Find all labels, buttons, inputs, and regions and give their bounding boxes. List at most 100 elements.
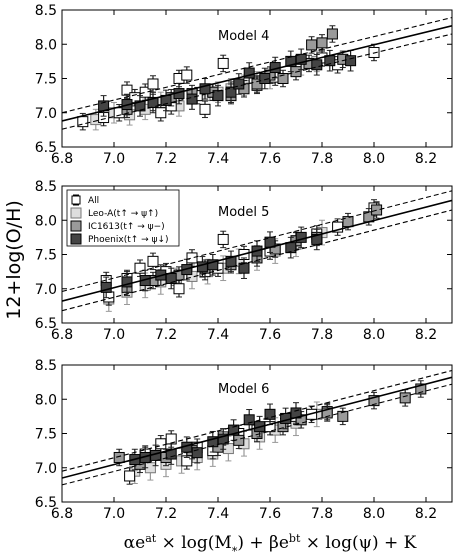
data-point — [264, 408, 276, 420]
y-tick-label: 8.5 — [35, 3, 57, 19]
y-axis-label: 12+log(O/H) — [3, 200, 25, 320]
legend-label: Leo-A(t↑ → ψ↑) — [88, 209, 158, 219]
data-point — [186, 252, 198, 264]
fit-upper-bound — [62, 190, 452, 293]
data-point — [228, 424, 240, 436]
panel-1: 6.8 7.0 7.2 7.4 7.6 7.8 8.0 8.2 6.5 7.0 7.5 8.0 8.5 M… — [35, 3, 453, 167]
y-tick-label: 8.5 — [35, 179, 57, 195]
data-point — [147, 255, 159, 267]
data-point — [233, 78, 245, 90]
x-tick-label: 8.2 — [415, 151, 437, 167]
data-point — [217, 57, 229, 69]
x-tick-label: 7.6 — [259, 506, 281, 522]
data-point — [173, 283, 185, 295]
x-tick-label: 6.8 — [51, 506, 73, 522]
data-point — [311, 233, 323, 245]
x-tick-label: 7.6 — [259, 327, 281, 343]
y-tick-label: 7.5 — [35, 248, 57, 264]
x-label-part-5: ) + βe — [237, 533, 289, 553]
data-point — [217, 233, 229, 245]
x-label-part-7: × log(ψ) + K — [300, 533, 416, 553]
x-label-part-2: at — [145, 532, 157, 545]
legend-marker — [70, 233, 82, 245]
fit-lower-bound — [62, 209, 452, 312]
data-point — [121, 276, 133, 288]
data-point — [134, 262, 146, 274]
data-point — [113, 451, 125, 463]
fit-lower-bound — [62, 383, 452, 486]
panel-title: Model 4 — [218, 29, 269, 44]
legend-item: IC1613(t↑ → ψ−) — [70, 220, 165, 232]
data-point — [155, 438, 167, 450]
data-point — [134, 100, 146, 112]
data-point — [259, 73, 271, 84]
data-point — [199, 103, 211, 115]
data-point — [100, 281, 112, 293]
panels: 6.8 7.0 7.2 7.4 7.6 7.8 8.0 8.2 6.5 7.0 7.5 8.0 8.5 M… — [35, 3, 453, 522]
data-point — [225, 255, 237, 267]
data-layer — [62, 190, 452, 312]
y-tick-label: 6.5 — [35, 495, 57, 511]
x-tick-label: 8.0 — [363, 151, 385, 167]
x-tick-label: 8.0 — [363, 506, 385, 522]
data-point — [345, 55, 357, 67]
fit-line — [62, 24, 452, 122]
legend-marker — [71, 195, 81, 205]
data-layer — [62, 17, 452, 131]
x-tick-label: 7.4 — [207, 506, 229, 522]
x-tick-label: 6.8 — [51, 151, 73, 167]
x-label-part-6: bt — [289, 532, 301, 545]
data-point — [277, 73, 289, 84]
legend-item: All — [71, 194, 99, 206]
data-point — [243, 414, 255, 426]
data-point — [399, 392, 411, 404]
legend: All Leo-A(t↑ → ψ↑) IC1613(t↑ → ψ−) Phoenix(… — [66, 189, 180, 247]
y-tick-label: 7.0 — [35, 106, 57, 122]
x-tick-label: 7.8 — [311, 506, 333, 522]
x-tick-label: 6.8 — [51, 327, 73, 343]
x-label-part-1: αe — [124, 533, 146, 553]
fit-line — [62, 376, 452, 479]
y-tick-label: 8.0 — [35, 213, 57, 229]
legend-item: Leo-A(t↑ → ψ↑) — [70, 207, 158, 219]
data-point — [337, 410, 349, 422]
x-tick-label: 7.2 — [155, 151, 177, 167]
data-point — [295, 53, 307, 65]
data-point — [225, 86, 237, 98]
y-tick-label: 8.0 — [35, 37, 57, 53]
x-tick-label: 7.2 — [155, 506, 177, 522]
x-tick-label: 8.2 — [415, 327, 437, 343]
x-tick-label: 7.2 — [155, 327, 177, 343]
x-tick-label: 8.0 — [363, 327, 385, 343]
x-tick-label: 7.0 — [103, 151, 125, 167]
legend-label: IC1613(t↑ → ψ−) — [88, 222, 165, 232]
fit-line — [62, 199, 452, 302]
data-point — [321, 407, 333, 419]
data-point — [368, 395, 380, 407]
legend-item: Phoenix(t↑ → ψ↓) — [70, 233, 169, 245]
x-tick-label: 7.6 — [259, 151, 281, 167]
data-point — [103, 291, 115, 303]
x-tick-label: 7.0 — [103, 506, 125, 522]
data-layer — [62, 369, 452, 486]
data-point — [147, 96, 159, 108]
x-tick-label: 7.0 — [103, 327, 125, 343]
data-point — [207, 259, 219, 271]
data-point — [155, 107, 167, 119]
x-label-part-4: * — [232, 545, 238, 558]
x-axis-label: αeat × log(M*) + βebt × log(ψ) + K — [124, 532, 417, 558]
legend-box — [66, 189, 180, 247]
x-label-part-3: × log(M — [156, 533, 232, 553]
legend-label: All — [88, 196, 99, 206]
y-tick-label: 6.5 — [35, 140, 57, 156]
data-point — [415, 383, 427, 395]
data-point — [217, 433, 229, 445]
x-tick-label: 7.8 — [311, 327, 333, 343]
data-point — [186, 93, 198, 105]
x-tick-label: 7.8 — [311, 151, 333, 167]
y-tick-label: 8.5 — [35, 358, 57, 374]
panel-2: 6.8 7.0 7.2 7.4 7.6 7.8 8.0 8.2 6.5 7.0 7.5 8.0 8.5 M… — [35, 179, 453, 343]
data-point — [316, 37, 328, 49]
data-point — [243, 67, 255, 79]
